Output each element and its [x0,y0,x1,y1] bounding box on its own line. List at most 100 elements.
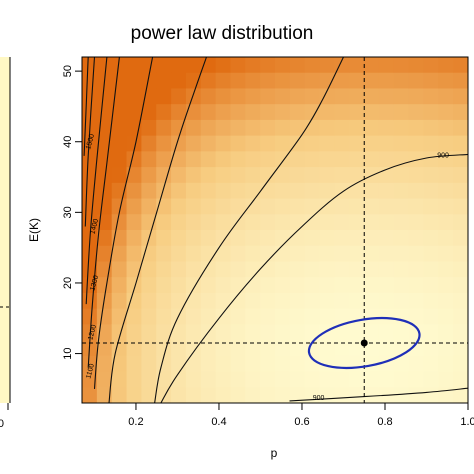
heatmap-cell [215,277,232,294]
heatmap-cell [319,277,335,294]
heatmap-cell [349,261,365,278]
heatmap-cell [200,245,217,263]
heatmap-cell [453,230,468,247]
heatmap-cell [378,214,395,231]
heatmap-cell [289,104,306,121]
heatmap [82,57,468,403]
heatmap-cell [453,119,468,137]
heatmap-cell [378,230,395,247]
heatmap-cell [438,355,454,373]
heatmap-cell [453,340,468,357]
heatmap-cell [349,119,365,137]
heatmap-cell [126,104,142,121]
heatmap-cell [334,308,350,325]
heatmap-cell [364,371,380,388]
heatmap-cell [423,324,439,341]
heatmap-cell [185,72,202,90]
heatmap-cell [438,308,454,325]
heatmap-cell [275,88,291,105]
heatmap-cell [141,245,157,263]
heatmap-cell [141,340,157,357]
heatmap-cell [111,119,128,137]
heatmap-cell [304,104,321,121]
heatmap-cell [260,57,276,74]
heatmap-cell [408,57,425,74]
heatmap-cell [334,198,350,215]
heatmap-cell [230,182,246,200]
heatmap-cell [215,371,232,388]
heatmap-cell [185,167,202,184]
heatmap-cell [126,371,142,388]
x-tick-label: 0.4 [211,416,226,428]
heatmap-cell [185,57,202,74]
heatmap-cell [289,308,306,325]
heatmap-cell [96,230,113,247]
heatmap-cell [349,371,365,388]
heatmap-cell [245,72,261,90]
heatmap-cell [393,57,410,74]
heatmap-cell [393,214,410,231]
heatmap-cell [334,135,350,152]
heatmap-cell [200,135,217,152]
heatmap-cell [171,261,187,278]
heatmap-cell [96,371,113,388]
heatmap-cell [423,277,439,294]
heatmap-cell [289,167,306,184]
heatmap-cell [334,119,350,137]
heatmap-cell [156,324,172,341]
heatmap-cell [289,57,306,74]
heatmap-cell [200,182,217,200]
heatmap-cell [156,277,172,294]
heatmap-cell [438,245,454,263]
heatmap-cell [289,214,306,231]
heatmap-cell [156,88,172,105]
heatmap-cell [171,340,187,357]
heatmap-cell [289,72,306,90]
heatmap-cell [364,261,380,278]
heatmap-cell [126,151,142,168]
heatmap-cell [275,371,291,388]
heatmap-cell [200,371,217,388]
heatmap-cell [453,104,468,121]
heatmap-cell [289,88,306,105]
heatmap-cell [289,340,306,357]
heatmap-cell [171,214,187,231]
heatmap-cell [200,261,217,278]
heatmap-cell [82,104,98,121]
heatmap-cell [141,119,157,137]
heatmap-cell [111,292,128,310]
x-tick-label: 1.0 [460,416,474,428]
heatmap-cell [215,104,232,121]
heatmap-cell [126,355,142,373]
heatmap-cell [453,245,468,263]
heatmap-cell [215,261,232,278]
heatmap-cell [215,387,232,403]
heatmap-cell [245,151,261,168]
heatmap-cell [200,277,217,294]
heatmap-cell [260,88,276,105]
heatmap-cell [423,72,439,90]
heatmap-cell [260,72,276,90]
heatmap-cell [408,355,425,373]
heatmap-cell [304,57,321,74]
heatmap-cell [304,119,321,137]
heatmap-cell [453,72,468,90]
y-tick-label: 10 [62,347,74,359]
heatmap-cell [349,135,365,152]
heatmap-cell [364,340,380,357]
heatmap-cell [275,245,291,263]
heatmap-cell [319,104,335,121]
heatmap-cell [260,277,276,294]
heatmap-cell [82,182,98,200]
heatmap-cell [260,198,276,215]
heatmap-cell [275,214,291,231]
heatmap-cell [364,277,380,294]
heatmap-cell [245,387,261,403]
heatmap-cell [111,104,128,121]
heatmap-cell [364,88,380,105]
heatmap-cell [423,198,439,215]
heatmap-cell [245,182,261,200]
heatmap-cell [349,72,365,90]
contour-labels: 900 900 1100 1200 1300 1400 1500 [85,133,449,402]
heatmap-cell [349,214,365,231]
